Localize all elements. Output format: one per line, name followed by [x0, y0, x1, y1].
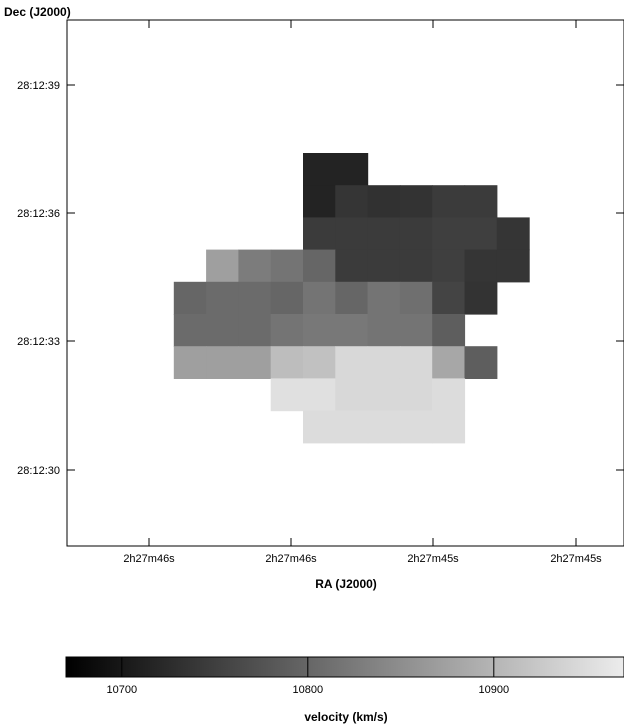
velocity-cell	[303, 346, 336, 379]
colorbar-ticks: 10700 10800 10900	[107, 657, 510, 696]
velocity-cell	[399, 346, 433, 379]
y-tick-label: 28:12:36	[17, 208, 60, 220]
velocity-cell	[173, 281, 207, 315]
velocity-cell	[367, 281, 401, 315]
x-tick-label: 2h27m46s	[265, 553, 317, 565]
velocity-cell	[335, 314, 369, 347]
velocity-cell	[464, 249, 498, 283]
velocity-cell	[432, 314, 466, 347]
velocity-cell	[399, 185, 433, 218]
colorbar-tick-label: 10700	[107, 684, 138, 696]
velocity-cell	[206, 346, 239, 379]
velocity-cell	[464, 346, 498, 379]
velocity-cell	[173, 314, 207, 347]
y-tick-label: 28:12:33	[17, 336, 60, 348]
plot-frame	[66, 19, 624, 547]
velocity-cells	[173, 153, 530, 444]
velocity-cell	[367, 346, 401, 379]
y-axis-ticks: 28:12:39 28:12:36 28:12:33 28:12:30	[17, 80, 624, 477]
velocity-cell	[464, 217, 498, 251]
velocity-cell	[303, 185, 336, 218]
velocity-cell	[238, 249, 272, 283]
velocity-cell	[496, 249, 530, 283]
velocity-cell	[303, 249, 336, 283]
velocity-cell	[335, 378, 369, 412]
velocity-cell	[206, 314, 239, 347]
velocity-cell	[432, 346, 466, 379]
x-tick-label: 2h27m45s	[550, 553, 602, 565]
velocity-cell	[238, 346, 272, 379]
velocity-cell	[496, 217, 530, 251]
velocity-cell	[399, 314, 433, 347]
velocity-cell	[270, 346, 304, 379]
velocity-cell	[238, 314, 272, 347]
x-axis-ticks: 2h27m46s 2h27m46s 2h27m45s 2h27m45s	[123, 20, 602, 565]
colorbar-tick-label: 10900	[479, 684, 510, 696]
velocity-cell	[464, 185, 498, 218]
velocity-cell	[432, 185, 466, 218]
velocity-cell	[464, 281, 498, 315]
velocity-cell	[335, 346, 369, 379]
velocity-cell	[367, 217, 401, 251]
y-tick-label: 28:12:30	[17, 465, 60, 477]
velocity-cell	[303, 314, 336, 347]
velocity-cell	[335, 410, 369, 444]
velocity-cell	[335, 153, 369, 186]
velocity-cell	[303, 153, 336, 186]
velocity-cell	[303, 378, 336, 412]
velocity-cell	[399, 249, 433, 283]
velocity-cell	[206, 249, 239, 283]
x-tick-label: 2h27m46s	[123, 553, 175, 565]
velocity-cell	[399, 410, 433, 444]
velocity-cell	[367, 378, 401, 412]
velocity-cell	[303, 281, 336, 315]
velocity-cell	[270, 378, 304, 412]
velocity-cell	[399, 281, 433, 315]
y-tick-label: 28:12:39	[17, 80, 60, 92]
velocity-cell	[432, 378, 466, 412]
velocity-cell	[270, 249, 304, 283]
velocity-cell	[238, 281, 272, 315]
velocity-cell	[173, 346, 207, 379]
velocity-cell	[206, 281, 239, 315]
velocity-cell	[367, 185, 401, 218]
velocity-cell	[335, 281, 369, 315]
colorbar-tick-label: 10800	[293, 684, 324, 696]
velocity-cell	[399, 378, 433, 412]
colorbar-title: velocity (km/s)	[304, 710, 387, 724]
y-axis-title: Dec (J2000)	[4, 5, 71, 19]
velocity-cell	[270, 281, 304, 315]
velocity-cell	[367, 249, 401, 283]
velocity-cell	[270, 314, 304, 347]
velocity-cell	[432, 217, 466, 251]
velocity-cell	[399, 217, 433, 251]
velocity-cell	[432, 249, 466, 283]
velocity-cell	[335, 217, 369, 251]
velocity-cell	[335, 185, 369, 218]
x-tick-label: 2h27m45s	[407, 553, 459, 565]
x-axis-title: RA (J2000)	[315, 577, 377, 591]
velocity-cell	[367, 410, 401, 444]
velocity-cell	[432, 281, 466, 315]
velocity-cell	[303, 410, 336, 444]
velocity-cell	[303, 217, 336, 251]
velocity-cell	[335, 249, 369, 283]
colorbar	[65, 656, 624, 678]
velocity-cell	[367, 314, 401, 347]
velocity-cell	[432, 410, 466, 444]
